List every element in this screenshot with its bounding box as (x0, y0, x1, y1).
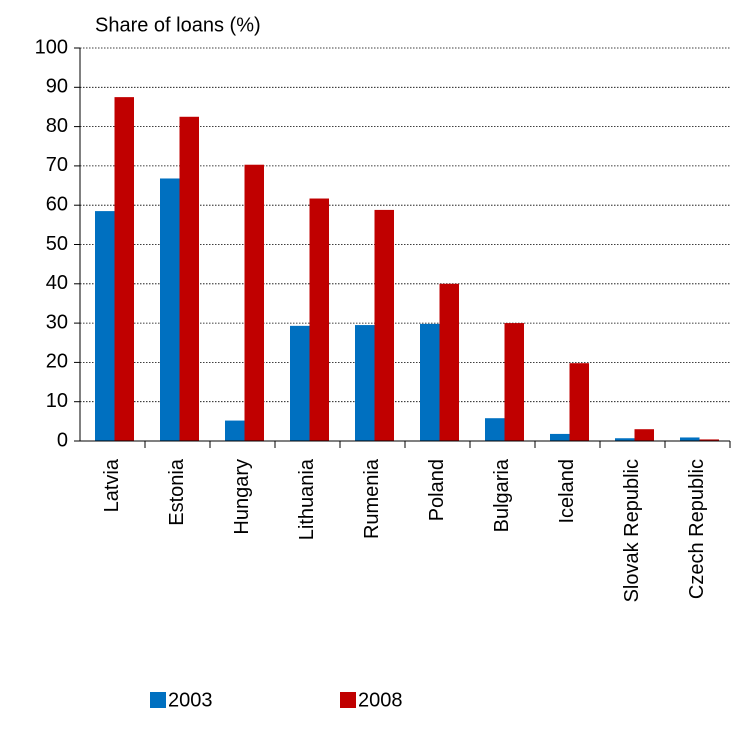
y-tick-label: 40 (46, 272, 68, 294)
legend-label: 2008 (358, 689, 403, 711)
x-tick-label: Rumenia (361, 458, 383, 539)
y-tick-label: 70 (46, 154, 68, 176)
bar (420, 323, 440, 441)
y-tick-label: 0 (57, 429, 68, 451)
x-tick-label: Bulgaria (491, 458, 513, 532)
bar (680, 437, 700, 441)
bar (114, 97, 134, 441)
x-tick-label: Czech Republic (686, 459, 708, 599)
y-tick-label: 50 (46, 233, 68, 255)
y-tick-label: 100 (35, 36, 68, 58)
y-tick-label: 30 (46, 311, 68, 333)
y-axis-title: Share of loans (%) (95, 14, 261, 36)
bar (550, 433, 570, 441)
x-tick-label: Poland (426, 459, 448, 521)
bar (355, 325, 375, 441)
bar (699, 439, 719, 441)
legend-label: 2003 (168, 689, 213, 711)
bar (179, 116, 199, 442)
y-tick-label: 10 (46, 390, 68, 412)
bar (485, 418, 505, 441)
bar (95, 211, 115, 441)
bar (634, 429, 654, 441)
y-tick-label: 80 (46, 115, 68, 137)
x-tick-label: Latvia (101, 458, 123, 512)
legend-swatch (340, 692, 356, 708)
bar (374, 209, 394, 441)
bar (504, 323, 524, 441)
bar (225, 420, 245, 441)
x-tick-label: Iceland (556, 459, 578, 524)
bar (439, 283, 459, 441)
x-tick-label: Lithuania (296, 458, 318, 540)
bar (569, 363, 589, 441)
bar (309, 198, 329, 441)
legend-swatch (150, 692, 166, 708)
y-tick-label: 60 (46, 193, 68, 215)
bar (244, 164, 264, 441)
bar (160, 178, 180, 441)
bar (290, 325, 310, 441)
x-tick-label: Estonia (166, 458, 188, 526)
y-tick-label: 90 (46, 76, 68, 98)
bar (615, 438, 635, 441)
y-tick-label: 20 (46, 351, 68, 373)
x-tick-label: Hungary (231, 459, 253, 535)
x-tick-label: Slovak Republic (621, 459, 643, 602)
